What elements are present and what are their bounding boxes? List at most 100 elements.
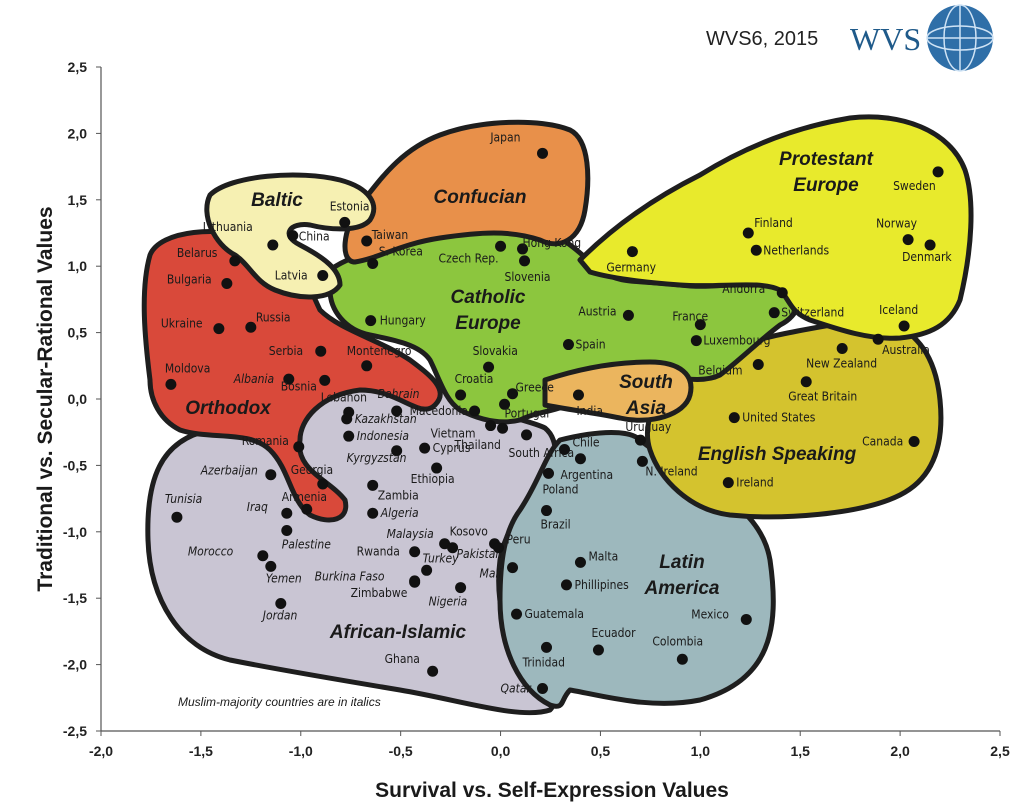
point-label: France [672,310,708,324]
data-point [367,479,379,491]
globe-icon [926,4,994,72]
point-label: Slovenia [505,270,551,284]
point-label: Russia [256,310,291,324]
y-tick-label: -2,0 [63,657,87,673]
point-label: Ecuador [591,626,636,640]
point-label: Brazil [541,518,571,532]
data-point [229,255,241,267]
point-label: Czech Rep. [439,251,499,265]
region-label: Catholic [451,287,526,308]
data-point [740,613,752,625]
data-point [267,239,279,251]
point-label: Canada [862,434,903,448]
region-label: English Speaking [698,444,857,465]
region-label: Baltic [251,190,303,211]
data-point [245,321,257,333]
point-label: Belarus [177,246,218,260]
point-label: Ukraine [161,317,203,331]
point-label: Moldova [165,361,210,375]
data-point [427,665,439,677]
data-point [592,644,604,656]
point-label: India [576,404,603,418]
point-label: Mexico [691,607,729,621]
region-label: Europe [455,313,521,334]
data-point [622,309,634,321]
point-label: Turkey [423,551,460,565]
data-point [768,307,780,319]
point-label: Taiwan [371,228,409,242]
region-label: African-Islamic [329,622,467,643]
point-label: Hong Kong [523,236,582,250]
point-label: Nigeria [429,595,468,609]
point-label: Iraq [247,500,268,514]
y-tick-label: -0,5 [63,457,87,473]
point-label: Iceland [879,303,918,317]
data-point [537,147,549,159]
data-point [924,239,936,251]
point-label: Finland [754,216,793,230]
data-point [626,246,638,258]
data-point [343,430,355,442]
region-confucian [342,119,591,265]
point-label: Armenia [282,490,327,504]
point-label: Montenegro [347,344,412,358]
data-point [361,360,373,372]
x-axis-title: Survival vs. Self-Expression Values [375,779,729,802]
point-label: Luxembourg [703,334,770,348]
point-label: China [299,230,330,244]
point-label: Bahrain [378,387,420,401]
data-point [776,287,788,299]
point-label: Romania [242,434,289,448]
point-label: Denmark [902,250,952,264]
x-tick-label: 1,5 [790,743,810,759]
data-point [495,240,507,252]
point-label: Kosovo [450,525,489,539]
data-point [676,653,688,665]
point-label: Argentina [560,468,613,482]
data-point [574,556,586,568]
region-label: Protestant [779,149,874,170]
point-label: Morocco [188,545,234,559]
point-label: United States [742,411,815,425]
data-point [562,339,574,351]
point-label: Indonesia [357,429,409,443]
point-label: Malaysia [387,527,434,541]
data-point [932,166,944,178]
point-label: Germany [606,261,656,275]
data-point [728,412,740,424]
data-point [521,429,533,441]
x-tick-label: -0,5 [389,743,413,759]
data-point [483,361,495,373]
x-tick-label: -1,5 [189,743,213,759]
data-point [165,378,177,390]
data-point [391,405,403,417]
data-point [519,255,531,267]
point-label: Guatemala [525,607,584,621]
point-label: N. Ireland [645,464,697,478]
region-label: Orthodox [185,398,272,419]
data-point [574,453,586,465]
y-tick-label: 0,0 [68,391,88,407]
data-point [341,413,353,425]
data-point [409,575,421,587]
point-label: Cyprus [433,441,471,455]
data-point [572,389,584,401]
data-point [636,455,648,467]
data-point [750,244,762,256]
data-point [293,441,305,453]
italics-note: Muslim-majority countries are in italics [178,695,381,709]
x-tick-label: -1,0 [289,743,313,759]
data-point [872,333,884,345]
point-label: Trinidad [522,655,565,669]
point-label: Phillipines [574,578,629,592]
data-point [281,524,293,536]
point-label: Ireland [736,476,773,490]
region-label: Asia [625,398,667,419]
data-point [287,230,299,242]
data-point [634,434,646,446]
point-label: Rwanda [357,545,400,559]
region-protestant-europe [577,114,974,341]
data-point [469,405,481,417]
data-point [447,542,459,554]
